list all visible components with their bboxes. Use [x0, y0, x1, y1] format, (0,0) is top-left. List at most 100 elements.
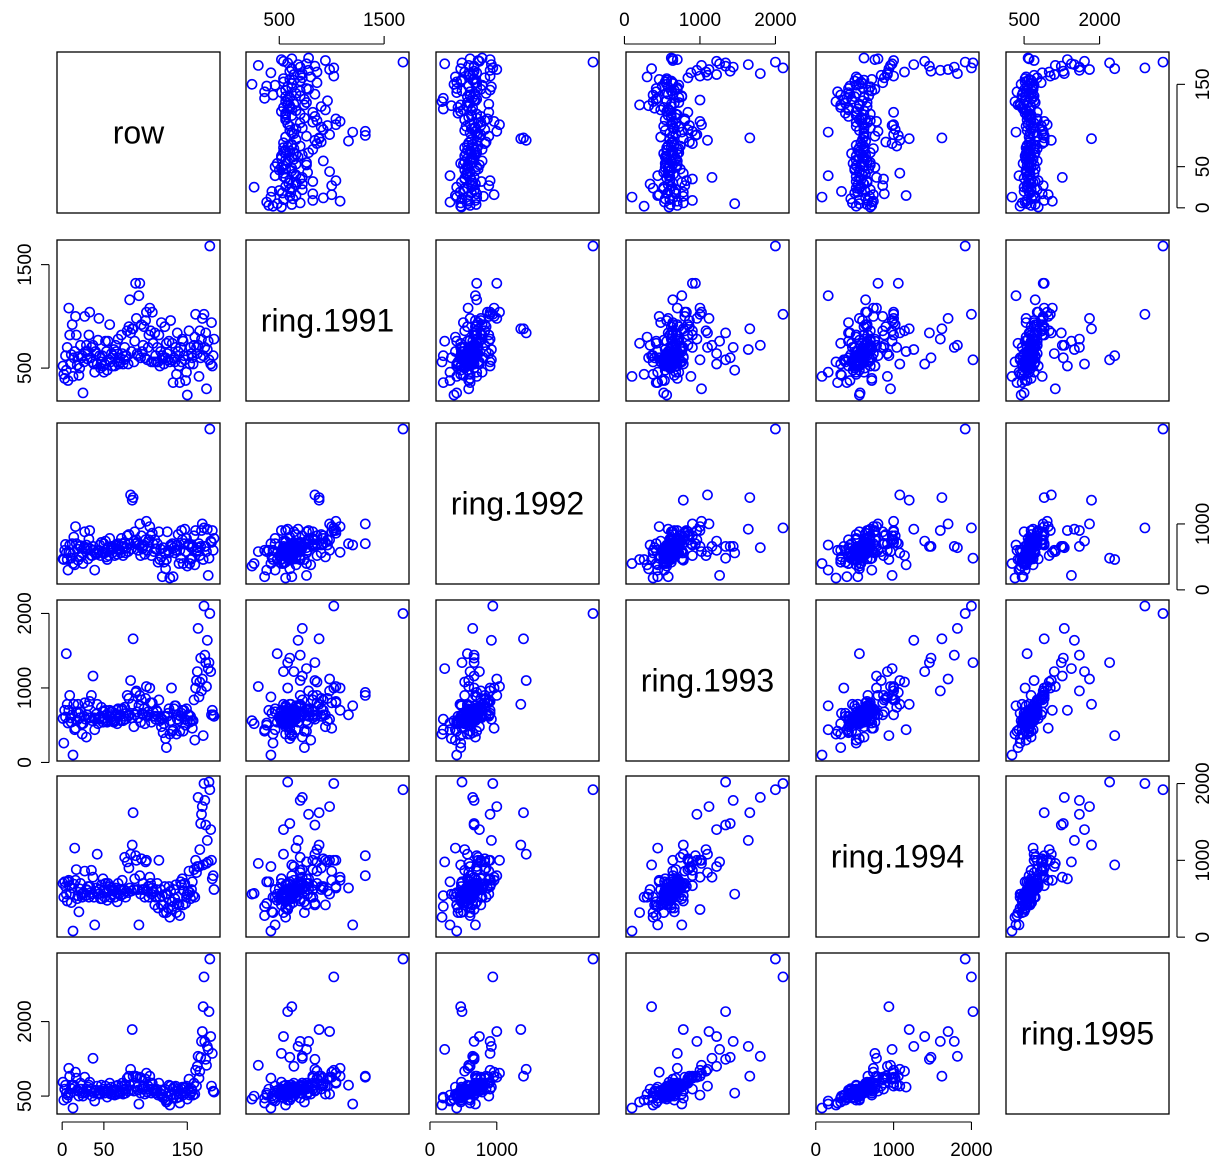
data-point: [347, 126, 359, 138]
data-point: [871, 116, 882, 127]
data-point: [463, 383, 475, 395]
data-point: [720, 552, 731, 564]
data-point: [278, 824, 289, 835]
data-point: [296, 622, 308, 634]
data-point: [871, 172, 882, 183]
data-point: [711, 348, 722, 359]
data-point: [694, 904, 706, 915]
data-point: [122, 358, 134, 370]
data-point: [292, 634, 304, 646]
data-point: [518, 633, 529, 645]
data-point: [86, 690, 97, 701]
data-point: [464, 377, 476, 388]
data-point: [661, 315, 673, 326]
data-point: [303, 533, 314, 544]
data-point: [309, 819, 321, 831]
panel-ring.1991-vs-ring.1995: [1005, 239, 1170, 402]
data-point: [703, 801, 715, 812]
data-point: [131, 313, 142, 324]
data-point: [744, 323, 756, 335]
data-point: [259, 910, 270, 921]
data-point: [290, 148, 302, 160]
data-point: [1157, 240, 1169, 252]
data-point: [181, 389, 193, 401]
panel-ring.1995-vs-ring.1992: [435, 952, 600, 1115]
panel-frame: [625, 422, 790, 585]
data-point: [1139, 308, 1151, 320]
data-point: [444, 366, 456, 378]
data-point: [315, 101, 327, 112]
data-point: [301, 569, 312, 581]
data-point: [286, 571, 298, 583]
panel-row-vs-ring.1993: [625, 51, 790, 214]
data-point: [183, 325, 195, 337]
data-point: [658, 387, 670, 399]
data-point: [626, 191, 638, 203]
data-point: [207, 350, 219, 362]
data-point: [1066, 663, 1077, 674]
data-point: [197, 730, 209, 741]
data-point: [900, 346, 912, 357]
data-point: [193, 370, 205, 382]
data-point: [1086, 133, 1097, 145]
data-point: [720, 60, 731, 72]
data-point: [301, 663, 312, 674]
data-point: [201, 1059, 212, 1071]
data-point: [484, 175, 496, 187]
panel-frame: [56, 51, 221, 214]
data-point: [347, 919, 359, 931]
data-point: [634, 337, 645, 349]
data-point: [727, 342, 739, 353]
data-point: [296, 178, 308, 190]
data-point: [484, 808, 496, 820]
data-point: [888, 55, 899, 66]
data-point: [203, 1006, 215, 1017]
data-point: [1021, 75, 1033, 87]
data-point: [888, 119, 899, 131]
data-point: [134, 277, 146, 289]
data-point: [202, 335, 214, 347]
panel-ring.1993-vs-row: [56, 599, 221, 762]
data-point: [894, 489, 906, 501]
data-point: [857, 139, 868, 150]
data-point: [284, 125, 296, 136]
data-point: [855, 358, 867, 370]
data-point: [694, 94, 706, 106]
data-point: [123, 862, 135, 874]
panel-frame: [245, 51, 410, 214]
data-point: [1036, 370, 1048, 382]
data-point: [287, 193, 299, 205]
data-point: [92, 334, 104, 346]
data-point: [714, 58, 725, 70]
data-point: [294, 61, 306, 73]
data-point: [77, 387, 89, 399]
data-point: [63, 302, 75, 314]
data-point: [1021, 375, 1033, 386]
data-point: [484, 333, 496, 345]
data-point: [1084, 518, 1095, 530]
data-point: [1104, 776, 1115, 788]
data-point: [451, 387, 463, 399]
data-point: [198, 308, 210, 320]
data-point: [491, 801, 503, 812]
data-point: [87, 1052, 99, 1064]
data-point: [694, 302, 706, 314]
data-point: [259, 86, 270, 98]
data-point: [682, 329, 694, 341]
data-point: [451, 76, 463, 88]
data-point: [646, 859, 657, 871]
data-point: [151, 543, 162, 555]
data-point: [816, 749, 828, 761]
data-point: [1157, 784, 1169, 796]
data-point: [1069, 835, 1080, 846]
data-point: [1031, 339, 1043, 351]
data-point: [720, 776, 731, 788]
data-point: [265, 191, 277, 203]
data-point: [397, 608, 409, 619]
data-point: [276, 54, 287, 65]
data-point: [1019, 358, 1031, 370]
data-point: [191, 342, 202, 353]
data-point: [301, 856, 312, 868]
data-point: [682, 106, 694, 118]
